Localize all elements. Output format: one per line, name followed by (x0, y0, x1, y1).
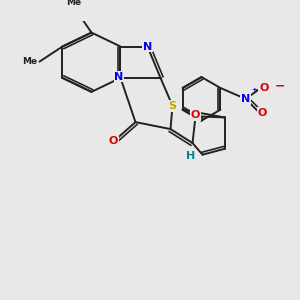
Text: −: − (275, 80, 286, 93)
Text: N: N (241, 94, 250, 104)
Text: N: N (115, 71, 124, 82)
Text: H: H (187, 151, 196, 160)
Text: O: O (108, 136, 118, 146)
Text: O: O (259, 83, 268, 93)
Text: O: O (191, 110, 200, 120)
Text: Me: Me (22, 57, 37, 66)
Text: S: S (169, 101, 176, 111)
Text: O: O (258, 108, 267, 118)
Text: +: + (252, 87, 258, 93)
Text: Me: Me (67, 0, 82, 7)
Text: N: N (143, 41, 152, 52)
